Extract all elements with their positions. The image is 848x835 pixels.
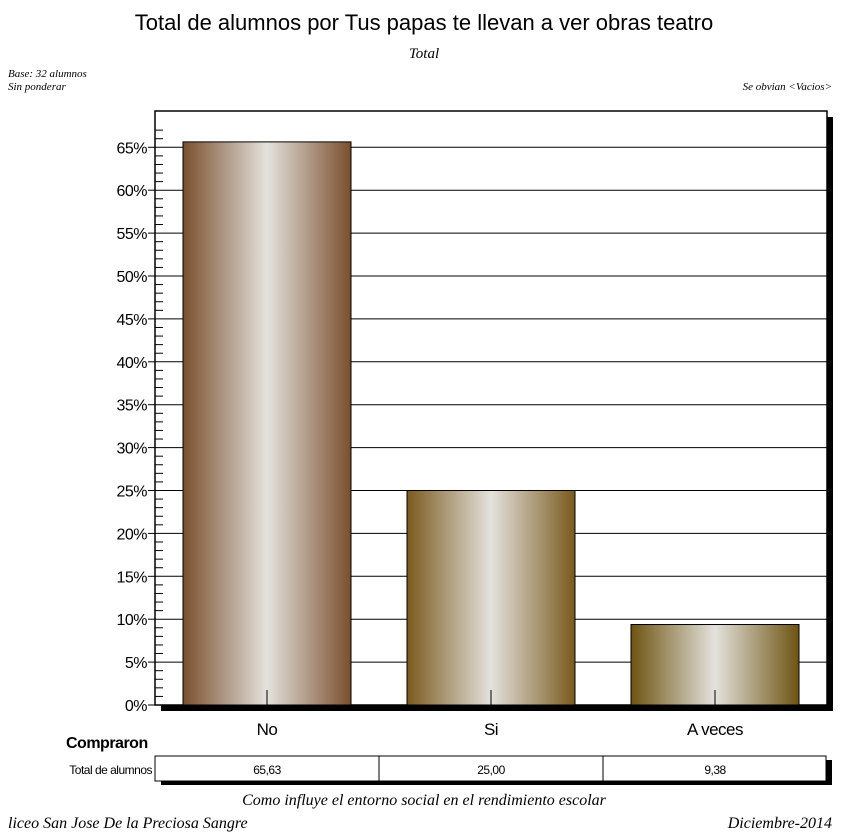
y-tick-label: 30% [116,441,147,458]
table-group-label: Compraron [66,735,148,752]
y-tick-label: 5% [125,655,147,672]
footer-institution: liceo San Jose De la Preciosa Sangre [8,815,248,832]
base-count: Base: 32 alumnos [8,68,87,80]
chart-title: Total de alumnos por Tus papas te llevan… [134,10,714,35]
bars [182,141,800,706]
omitted-note: Se obvian <Vacios> [742,81,832,93]
y-tick-label: 60% [116,183,147,200]
bar-chart: 0% 5% 10% 15% 20% 25% 30% 35% 40% 45% 50% 55% 60% 65%… [66,110,833,785]
base-note: Base: 32 alumnos Sin ponderar [8,68,87,94]
value-table [154,755,827,782]
y-tick-label: 20% [116,526,147,543]
y-tick-label: 25% [116,484,147,501]
y-tick-label: 55% [116,226,147,243]
y-tick-label: 45% [116,312,147,329]
y-axis: 0% 5% 10% 15% 20% 25% 30% 35% 40% 45% 50% 55% 60% 65% [116,129,163,715]
table-values: 65,63 25,00 9,38 [253,763,727,777]
footer-date: Diciembre-2014 [727,815,832,832]
y-tick-label: 0% [125,698,147,715]
y-tick-label: 50% [116,269,147,286]
x-tick-label: Si [484,720,498,739]
y-tick-label: 40% [116,355,147,372]
y-tick-label: 10% [116,612,147,629]
y-tick-label: 35% [116,398,147,415]
table-value-cell: 25,00 [477,763,505,777]
x-tick-label: A veces [687,720,743,739]
bar-0 [182,141,352,706]
y-tick-label: 65% [116,140,147,157]
footer-study-title: Como influye el entorno social en el ren… [242,792,606,809]
chart-subtitle: Total [408,46,440,62]
bar-1 [406,490,576,706]
weighting-note: Sin ponderar [8,81,66,93]
table-row-label: Total de alumnos [69,763,152,777]
y-tick-label: 15% [116,569,147,586]
table-value-cell: 9,38 [704,763,726,777]
table-value-cell: 65,63 [253,763,281,777]
x-tick-label: No [257,720,278,739]
x-axis: No Si A veces [257,690,744,739]
